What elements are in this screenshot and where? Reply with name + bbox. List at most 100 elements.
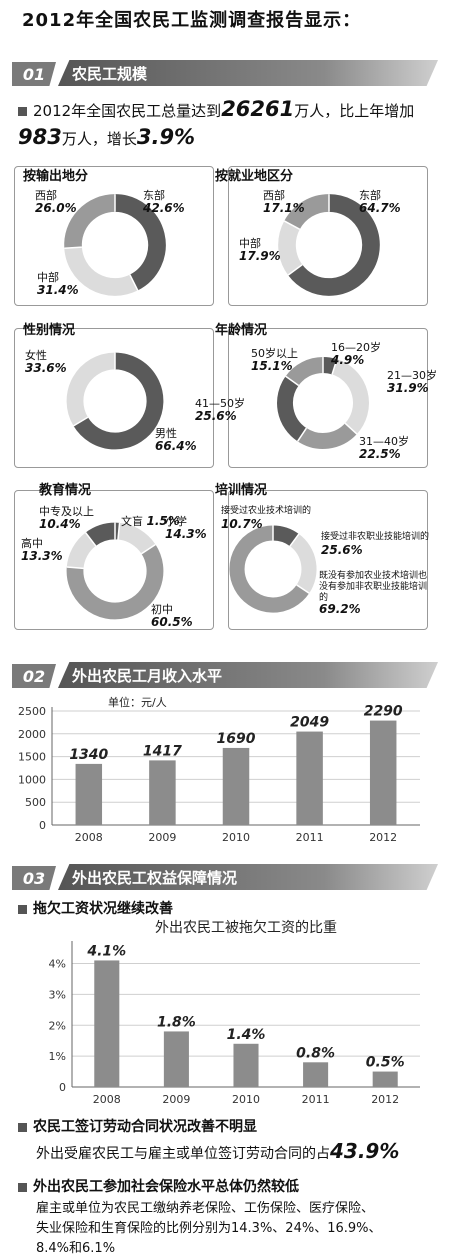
bar	[94, 960, 120, 1087]
bullet-square-icon	[18, 107, 27, 116]
x-tick-label: 2012	[371, 1093, 399, 1106]
x-tick-label: 2011	[296, 831, 324, 844]
section-number: 02	[12, 664, 56, 688]
slice-separator	[66, 566, 84, 570]
x-tick-label: 2011	[302, 1093, 330, 1106]
donut-slice	[272, 525, 299, 547]
donut-slice	[288, 194, 380, 296]
y-tick-label: 500	[25, 796, 46, 809]
donut-slice	[117, 522, 156, 555]
bar	[233, 1043, 259, 1087]
donut-slice	[66, 532, 97, 569]
data-label: 1.8%	[157, 1014, 196, 1030]
subheading-labor-contract: 农民工签订劳动合同状况改善不明显	[18, 1116, 257, 1136]
slice-label: 西部 17.1%	[263, 189, 305, 215]
section-01-banner: 01 农民工规模	[0, 58, 450, 88]
y-tick-label: 0	[59, 1081, 66, 1094]
donut-slice	[114, 194, 166, 291]
section-03-banner: 03 外出农民工权益保障情况	[0, 862, 450, 892]
slice-label: 文盲 1.5%	[121, 514, 180, 529]
donut-slice	[289, 533, 317, 594]
y-tick-label: 0	[39, 819, 46, 832]
bar	[369, 720, 397, 825]
donut-slice	[73, 352, 164, 450]
donut-slice	[85, 522, 116, 547]
donut-slice	[285, 357, 324, 386]
panel-region: 按就业地区分 东部 64.7% 中部 17.9% 西部 17.1%	[215, 166, 428, 306]
panel-title: 性别情况	[23, 323, 76, 338]
insurance-line-2: 失业保险和生育保险的比例分别为14.3%、24%、16.9%、	[36, 1221, 382, 1236]
y-tick-label: 2%	[49, 1019, 66, 1032]
contract-pct: 43.9%	[330, 1139, 400, 1163]
section-02-banner: 02 外出农民工月收入水平	[0, 660, 450, 690]
slice-label: 男性 66.4%	[155, 427, 197, 453]
slice-label: 21—30岁 31.9%	[387, 369, 437, 395]
section-number: 03	[12, 866, 56, 890]
page-title: 2012年全国农民工监测调查报告显示：	[22, 10, 362, 31]
bullet-square-icon	[18, 904, 27, 914]
slice-separator	[344, 422, 358, 435]
section-number: 01	[12, 62, 56, 86]
y-tick-label: 1%	[49, 1050, 66, 1063]
subheading-wage-arrears: 拖欠工资状况继续改善	[18, 898, 173, 918]
slice-separator	[117, 522, 121, 540]
slice-label: 东部 42.6%	[143, 189, 185, 215]
slice-separator	[289, 533, 300, 547]
donut-slice	[331, 359, 369, 435]
slice-separator	[285, 375, 300, 387]
bar	[149, 760, 176, 825]
bar	[372, 1071, 398, 1087]
panel-education: 教育情况 文盲 1.5% 小学 14.3% 初中 60.5% 高中 13.3% 中专及…	[14, 483, 214, 630]
arrears-bar-chart: 外出农民工被拖欠工资的比重 0 1% 2% 3% 4% 4.1% 2008 1.8% 2009 1.…	[49, 920, 420, 1106]
summary-text: 2012年全国农民工总量达到26261万人，比上年增加983万人，增长3.9%	[18, 97, 415, 149]
slice-label: 接受过非农职业技能培训的 25.6%	[321, 532, 430, 557]
y-tick-label: 3%	[49, 988, 66, 1001]
slice-label: 既没有参加农业技术培训也没有参加非农职业技能培训的 69.2%	[319, 571, 428, 616]
panel-title: 按输出地分	[23, 169, 89, 184]
slice-separator	[287, 264, 303, 276]
total-value: 26261	[221, 97, 295, 121]
x-tick-label: 2010	[222, 831, 250, 844]
slice-label: 接受过农业技术培训的 10.7%	[221, 506, 312, 531]
bar	[222, 747, 250, 825]
donut-slice	[297, 422, 357, 449]
donut-gender	[66, 352, 164, 450]
donut-slice	[229, 525, 310, 613]
donut-slice	[66, 352, 116, 426]
section-title: 外出农民工月收入水平	[58, 662, 438, 688]
data-label: 4.1%	[86, 943, 126, 959]
slice-label: 50岁以上 15.1%	[251, 347, 298, 373]
data-label: 1340	[69, 747, 108, 763]
insurance-line-1: 雇主或单位为农民工缴纳养老保险、工伤保险、医疗保险、	[36, 1201, 375, 1216]
donut-origin	[64, 194, 166, 296]
donut-slice	[64, 194, 116, 249]
donut-training	[229, 525, 317, 613]
slice-label: 东部 64.7%	[359, 189, 401, 215]
subheading-social-insurance: 外出农民工参加社会保险水平总体仍然较低	[18, 1176, 299, 1196]
slice-label: 中部 17.9%	[239, 237, 281, 263]
y-tick-label: 2500	[18, 705, 46, 718]
donut-education	[66, 522, 164, 620]
x-tick-label: 2008	[93, 1093, 121, 1106]
increase-value: 983	[18, 125, 62, 149]
growth-value: 3.9%	[136, 125, 196, 149]
slice-label: 41—50岁 25.6%	[195, 397, 245, 423]
panel-title: 培训情况	[215, 483, 268, 498]
unit-label: 单位：元/人	[108, 695, 167, 709]
slice-separator	[84, 532, 97, 547]
panel-title: 年龄情况	[215, 323, 268, 338]
x-tick-label: 2009	[162, 1093, 190, 1106]
slice-separator	[296, 584, 310, 594]
x-tick-label: 2008	[75, 831, 103, 844]
slice-separator	[141, 543, 156, 555]
slice-separator	[297, 427, 308, 442]
slice-label: 中部 31.4%	[37, 271, 79, 297]
panel-title: 按就业地区分	[215, 169, 294, 184]
bar	[75, 763, 103, 825]
bullet-square-icon	[18, 1182, 27, 1192]
section-title: 外出农民工权益保障情况	[58, 864, 438, 890]
data-label: 2049	[290, 715, 329, 731]
x-tick-label: 2009	[148, 831, 176, 844]
donut-slice	[64, 246, 138, 296]
slice-label: 高中 13.3%	[21, 537, 63, 563]
